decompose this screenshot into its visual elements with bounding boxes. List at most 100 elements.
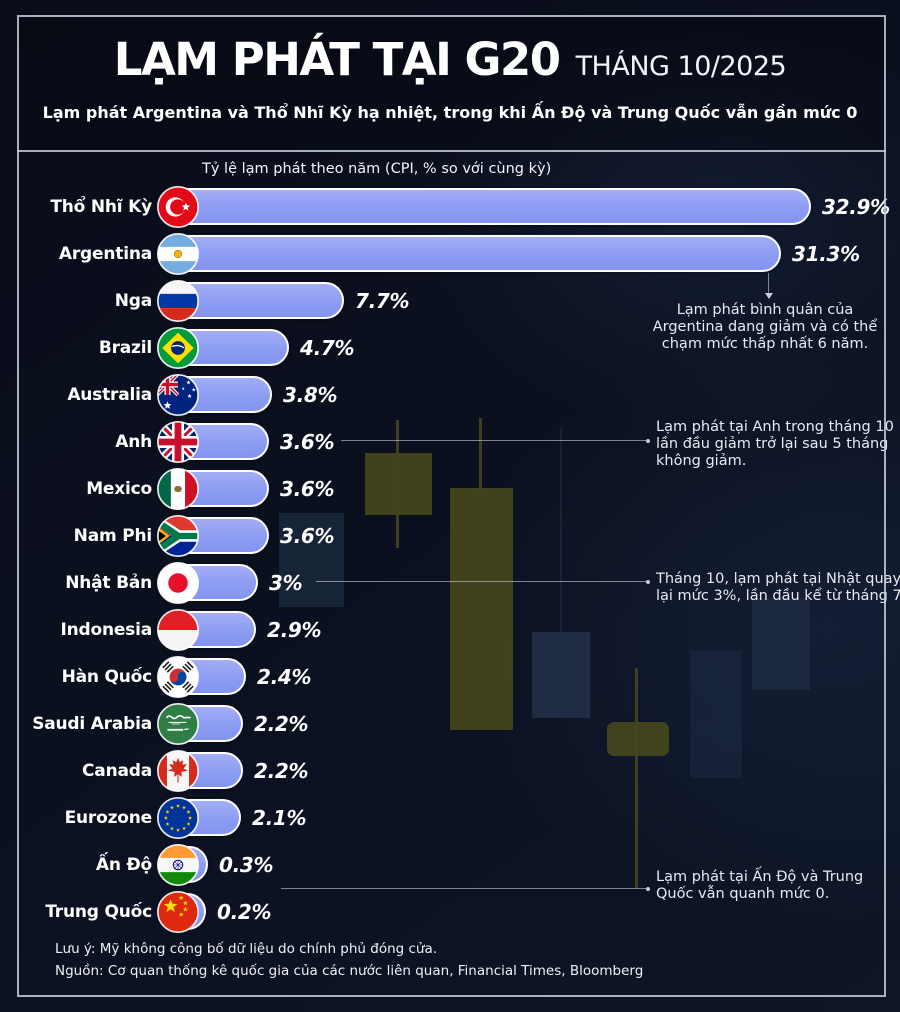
bar-row: Hàn Quốc 2.4%: [2, 653, 898, 700]
inflation-bar: [156, 702, 243, 745]
bar-row: Nhật Bản 3%: [2, 559, 898, 606]
annotation-text-line: Lạm phát bình quân của: [676, 302, 854, 318]
inflation-bar: [156, 749, 243, 792]
bar-row: Nam Phi 3.6%: [2, 512, 898, 559]
turkey-flag-icon: [156, 185, 200, 228]
connector-dot: [646, 579, 650, 584]
bar-row: Australia 3.8%: [2, 371, 898, 418]
argentina-flag-icon: [156, 232, 200, 275]
annotation-text-line: lần đầu giảm trở lại sau 5 tháng: [656, 436, 889, 452]
subtitle: Lạm phát Argentina và Thổ Nhĩ Kỳ hạ nhiệ…: [42, 103, 858, 122]
bar-row: Mexico 3.6%: [2, 465, 898, 512]
canada-flag-icon: [156, 749, 200, 792]
bar-row: Eurozone 2.1%: [2, 794, 898, 841]
annotation-2: Lạm phát tại Anh trong tháng 10 lần đầu g…: [656, 419, 894, 470]
connector-dot: [646, 438, 650, 443]
uk-flag-icon: [156, 420, 200, 463]
country-label: Australia: [67, 384, 152, 405]
value-label: 3.6%: [280, 476, 335, 501]
brazil-flag-icon: [156, 326, 200, 369]
value-label: 4.7%: [300, 335, 355, 360]
value-label: 2.2%: [254, 758, 309, 783]
bar-row: Canada 2.2%: [2, 747, 898, 794]
value-label: 0.2%: [217, 899, 272, 924]
annotation-connector-line: [341, 440, 648, 441]
bar-wrap: 0.3%: [156, 843, 898, 886]
annotation-1: Lạm phát bình quân của Argentina dang giả…: [645, 302, 885, 353]
bar-wrap: 0.2%: [156, 890, 898, 933]
annotation-connector-line: [768, 273, 769, 293]
annotation-text-line: Tháng 10, lạm phát tại Nhật quay: [656, 571, 900, 587]
value-label: 0.3%: [219, 852, 274, 877]
candlestick-decoration: [279, 513, 344, 607]
annotation-connector-line: [316, 581, 648, 582]
footer-note: Lưu ý: Mỹ không công bố dữ liệu do chính…: [55, 941, 438, 957]
country-label: Brazil: [98, 337, 152, 358]
bar-row: Argentina 31.3%: [2, 230, 898, 277]
candlestick-decoration: [532, 632, 590, 718]
indonesia-flag-icon: [156, 608, 200, 651]
australia-flag-icon: [156, 373, 200, 416]
country-label: Argentina: [58, 243, 152, 264]
country-label: Nga: [114, 290, 152, 311]
inflation-bar: [156, 655, 246, 698]
annotation-text-line: Argentina dang giảm và có thể: [652, 319, 878, 335]
value-label: 31.3%: [792, 241, 860, 266]
page-title: LẠM PHÁT TẠI G20: [113, 33, 561, 86]
country-label: Mexico: [86, 478, 152, 499]
candlestick-decoration: [396, 420, 399, 548]
bar-wrap: 4.7%: [156, 326, 898, 369]
inflation-bar: [156, 608, 256, 651]
bar-row: Anh 3.6%: [2, 418, 898, 465]
bar-wrap: 2.4%: [156, 655, 898, 698]
bar-chart: Thổ Nhĩ Kỳ 32.9% Argentina 31.3% Nga 7.7…: [2, 183, 898, 935]
inflation-bar: [156, 232, 781, 275]
bar-wrap: 3%: [156, 561, 898, 604]
bar-wrap: 2.9%: [156, 608, 898, 651]
mexico-flag-icon: [156, 467, 200, 510]
annotation-connector-line: [281, 888, 648, 889]
inflation-bar: [156, 796, 241, 839]
bar-wrap: 32.9%: [156, 185, 898, 228]
candlestick-decoration: [635, 668, 638, 888]
south-korea-flag-icon: [156, 655, 200, 698]
country-label: Saudi Arabia: [32, 713, 152, 734]
bar-wrap: 2.2%: [156, 702, 898, 745]
connector-dot: [646, 886, 650, 891]
bar-wrap: 2.1%: [156, 796, 898, 839]
inflation-bar: [156, 279, 344, 322]
bar-row: Ấn Độ 0.3%: [2, 841, 898, 888]
country-label: Nam Phi: [73, 525, 153, 546]
candlestick-decoration: [690, 650, 742, 778]
value-label: 3.8%: [283, 382, 338, 407]
value-label: 2.1%: [252, 805, 307, 830]
bar-wrap: 3.8%: [156, 373, 898, 416]
inflation-bar: [156, 326, 289, 369]
bar-wrap: 3.6%: [156, 514, 898, 557]
bar-row: Trung Quốc 0.2%: [2, 888, 898, 935]
candlestick-decoration: [479, 418, 482, 492]
connector-arrow-down: [764, 293, 773, 299]
russia-flag-icon: [156, 279, 200, 322]
inflation-bar: [156, 890, 206, 933]
bar-row: Indonesia 2.9%: [2, 606, 898, 653]
annotation-text-line: chạm mức thấp nhất 6 năm.: [661, 336, 869, 352]
bar-wrap: 3.6%: [156, 467, 898, 510]
japan-flag-icon: [156, 561, 200, 604]
value-label: 32.9%: [822, 194, 890, 219]
bar-wrap: 3.6%: [156, 420, 898, 463]
inflation-bar: [156, 185, 811, 228]
country-label: Hàn Quốc: [61, 666, 153, 687]
south-africa-flag-icon: [156, 514, 200, 557]
annotation-text-line: lại mức 3%, lần đầu kể từ tháng 7.: [656, 588, 900, 604]
country-label: Nhật Bản: [65, 572, 152, 593]
value-label: 3.6%: [280, 429, 335, 454]
country-label: Canada: [82, 760, 152, 781]
country-label: Ấn Độ: [95, 854, 152, 875]
value-label: 2.9%: [267, 617, 322, 642]
annotation-text-line: Lạm phát tại Ấn Độ và Trung: [656, 869, 864, 885]
bar-row: Nga 7.7%: [2, 277, 898, 324]
candlestick-decoration: [560, 428, 562, 634]
footer: Lưu ý: Mỹ không công bố dữ liệu do chính…: [55, 938, 643, 982]
